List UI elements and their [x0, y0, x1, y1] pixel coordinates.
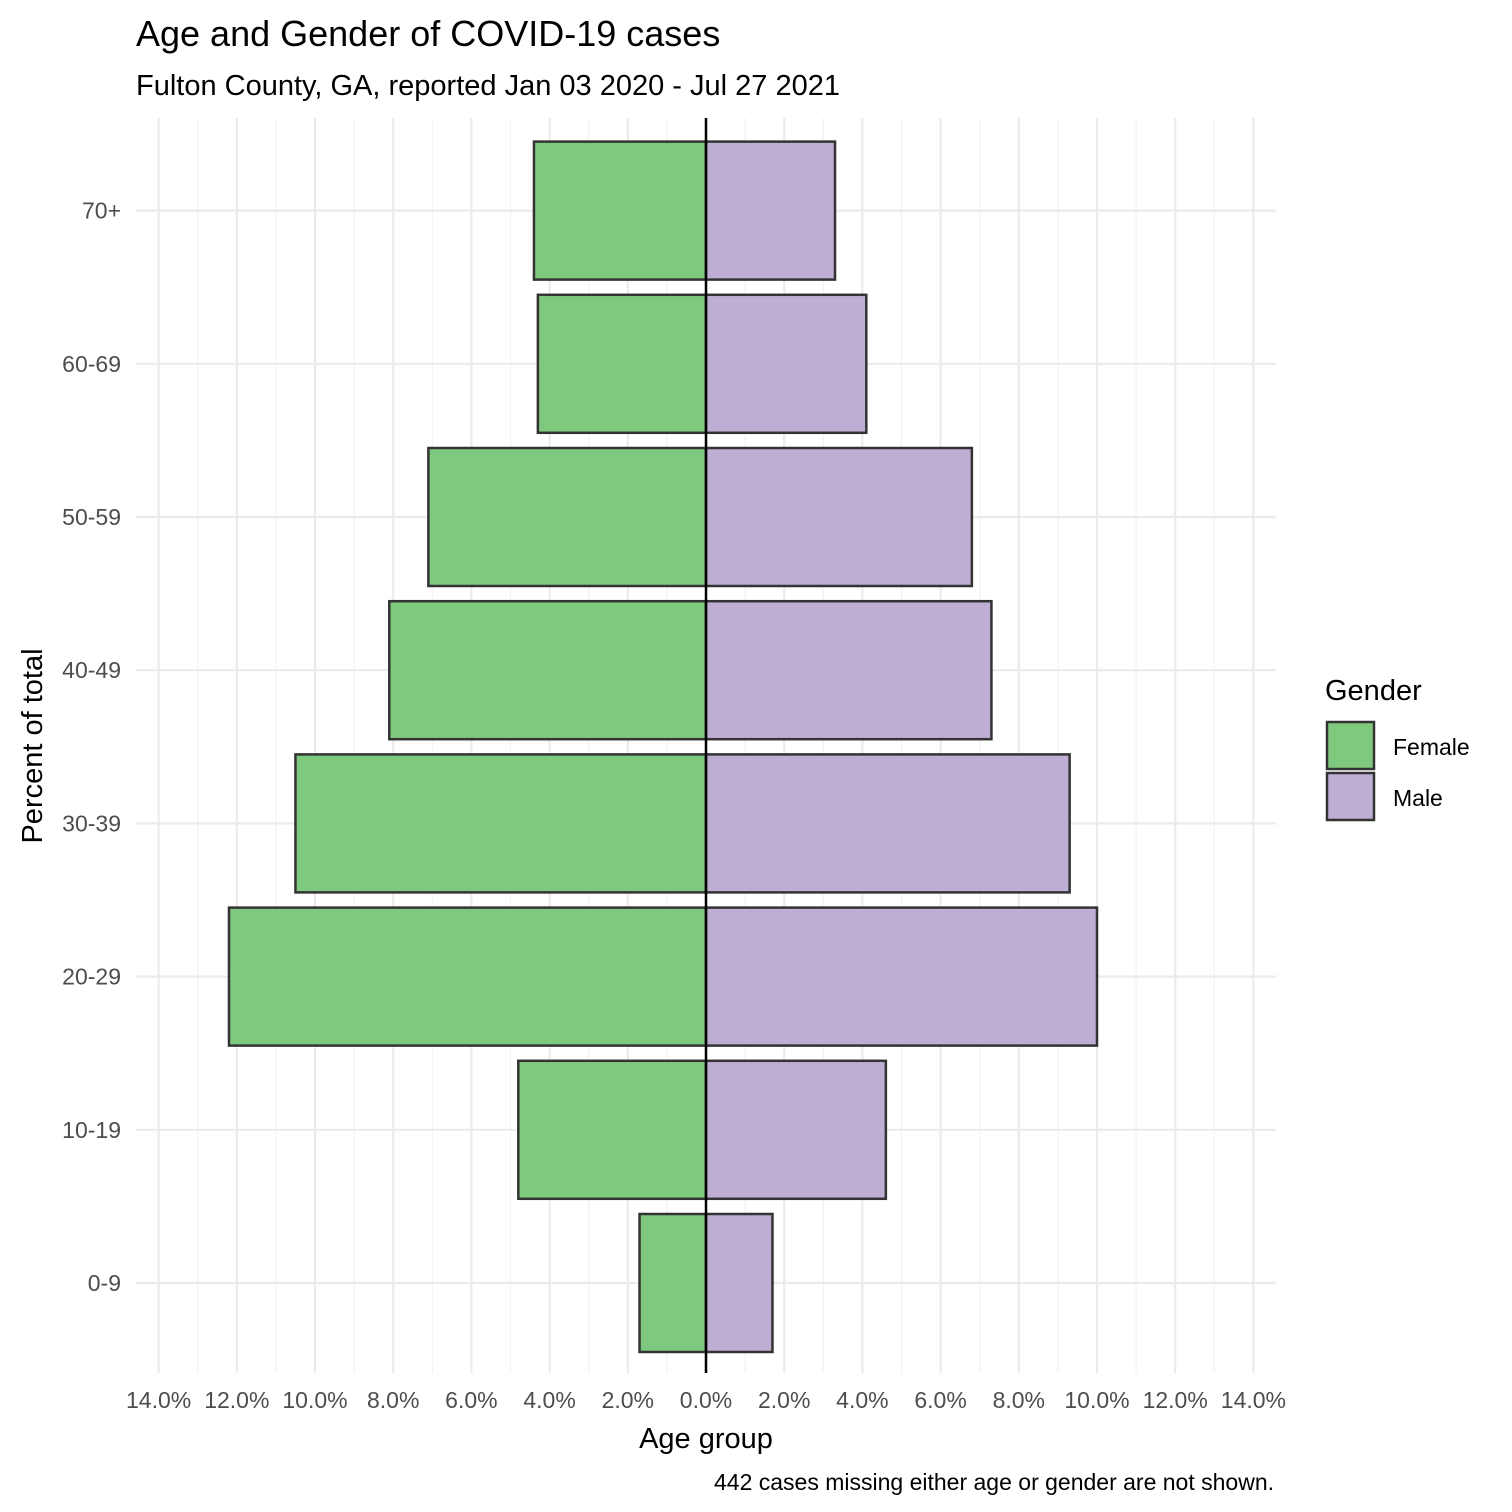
y-tick-labels: 0-9 10-19 20-29 30-39 40-49 50-59 60-69 70+ — [62, 198, 121, 1296]
x-tick-label: 10.0% — [1064, 1387, 1129, 1413]
bar-female-40-49 — [388, 599, 708, 741]
x-tick-label: 6.0% — [445, 1387, 497, 1413]
x-tick-label: 4.0% — [523, 1387, 575, 1413]
bar-female-10-19 — [517, 1059, 708, 1201]
y-tick-label: 20-29 — [62, 964, 121, 990]
bar-female-70+ — [532, 140, 708, 281]
bar-male-40-49 — [704, 599, 993, 741]
bar-male-60-69 — [704, 293, 868, 435]
x-tick-label: 2.0% — [602, 1387, 654, 1413]
y-tick-label: 70+ — [82, 198, 121, 224]
legend: Gender Female Male — [1325, 675, 1470, 822]
legend-swatch-female — [1325, 720, 1376, 771]
x-tick-label: 2.0% — [758, 1387, 810, 1413]
x-tick-label: 12.0% — [1143, 1387, 1208, 1413]
x-tick-label: 14.0% — [1221, 1387, 1286, 1413]
legend-title: Gender — [1325, 675, 1422, 707]
bar-female-50-59 — [427, 446, 708, 588]
bar-male-30-39 — [704, 753, 1071, 894]
bar-male-20-29 — [704, 906, 1099, 1047]
bar-male-10-19 — [704, 1059, 888, 1201]
x-tick-label: 4.0% — [836, 1387, 888, 1413]
chart-title: Age and Gender of COVID-19 cases — [136, 13, 720, 54]
bar-female-60-69 — [536, 293, 708, 435]
bar-male-70+ — [704, 140, 837, 281]
bars — [227, 140, 1099, 1354]
y-tick-label: 50-59 — [62, 504, 121, 530]
bar-male-0-9 — [704, 1212, 774, 1354]
y-tick-label: 0-9 — [88, 1270, 121, 1296]
bar-female-20-29 — [227, 906, 708, 1047]
x-tick-label: 12.0% — [204, 1387, 269, 1413]
x-tick-label: 8.0% — [367, 1387, 419, 1413]
y-tick-label: 30-39 — [62, 810, 121, 836]
y-tick-label: 40-49 — [62, 657, 121, 683]
legend-swatch-male — [1325, 771, 1376, 822]
chart-subtitle: Fulton County, GA, reported Jan 03 2020 … — [136, 70, 840, 102]
x-axis-title: Age group — [639, 1423, 773, 1455]
x-tick-label: 10.0% — [282, 1387, 347, 1413]
x-tick-label: 14.0% — [126, 1387, 191, 1413]
legend-label-female: Female — [1393, 734, 1470, 760]
bar-female-30-39 — [294, 753, 708, 894]
y-axis-title: Percent of total — [17, 648, 49, 843]
x-tick-label: 6.0% — [914, 1387, 966, 1413]
x-tick-label: 0.0% — [680, 1387, 732, 1413]
y-tick-label: 10-19 — [62, 1117, 121, 1143]
chart-caption: 442 cases missing either age or gender a… — [714, 1469, 1274, 1495]
x-tick-label: 8.0% — [993, 1387, 1045, 1413]
x-tick-labels: 14.0% 12.0% 10.0% 8.0% 6.0% 4.0% 2.0% 0.0% 2.0% 4… — [126, 1387, 1286, 1413]
bar-female-0-9 — [638, 1212, 708, 1354]
y-tick-label: 60-69 — [62, 351, 121, 377]
legend-label-male: Male — [1393, 785, 1443, 811]
bar-male-50-59 — [704, 446, 974, 588]
